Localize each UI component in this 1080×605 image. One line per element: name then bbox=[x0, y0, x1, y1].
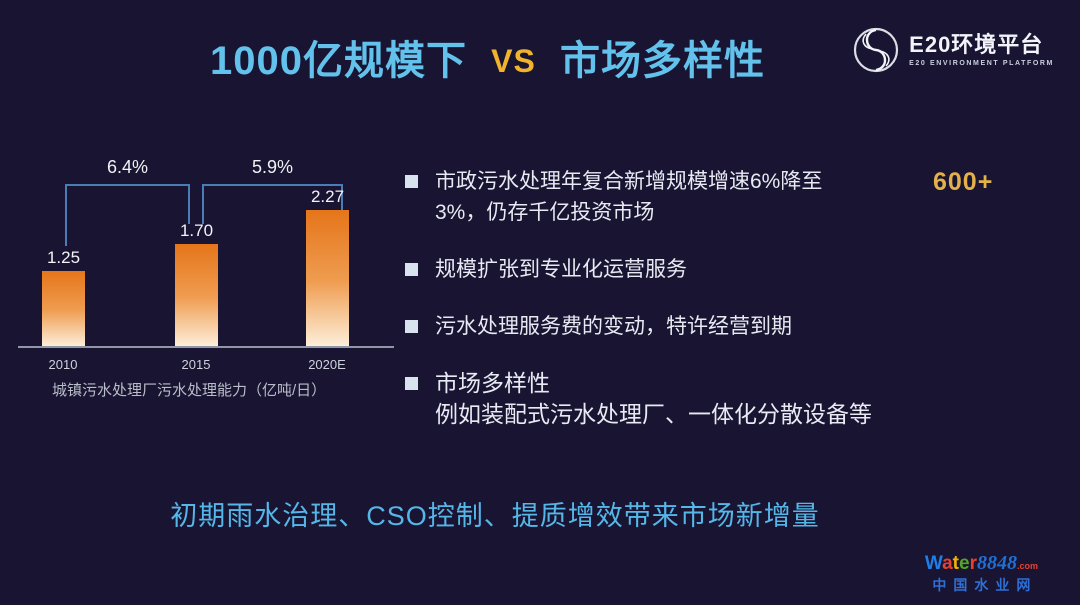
side-note-600plus: 600+ bbox=[933, 168, 994, 196]
e20-logo: E20环境平台 E20 ENVIRONMENT PLATFORM bbox=[852, 26, 1054, 74]
bullet-1-line-1: 市政污水处理年复合新增规模增速6%降至 bbox=[435, 170, 823, 193]
bullet-item-4: 市场多样性 例如装配式污水处理厂、一体化分散设备等 bbox=[405, 368, 990, 430]
footer-highlight-text: 初期雨水治理、CSO控制、提质增效带来市场新增量 bbox=[170, 501, 820, 531]
growth-bracket-1 bbox=[65, 184, 190, 186]
page-title: 1000亿规模下 VS 市场多样性 bbox=[0, 28, 1080, 86]
growth-rate-label-1: 6.4% bbox=[106, 157, 149, 177]
title-left: 1000亿规模下 bbox=[210, 39, 468, 83]
bullet-4-line-1: 市场多样性 bbox=[435, 370, 550, 396]
chart-caption: 城镇污水处理厂污水处理能力（亿吨/日） bbox=[52, 382, 327, 399]
e20-swirl-icon bbox=[854, 27, 899, 73]
x-tick-2015: 2015 bbox=[181, 357, 211, 372]
bullet-item-1: 市政污水处理年复合新增规模增速6%降至 3%，仍存千亿投资市场 bbox=[405, 166, 990, 228]
bar-2010: 1.25 bbox=[42, 248, 85, 346]
title-right: 市场多样性 bbox=[559, 39, 765, 83]
growth-bracket-1-right-leg bbox=[188, 184, 190, 224]
watermark-letter: e bbox=[959, 552, 970, 574]
watermark-letter: t bbox=[952, 552, 959, 574]
watermark-letter: W bbox=[924, 552, 943, 574]
x-tick-2020e: 2020E bbox=[308, 357, 346, 372]
square-bullet-icon bbox=[405, 175, 418, 188]
bar-2020e: 2.27 bbox=[306, 187, 349, 346]
growth-rate-label-2: 5.9% bbox=[251, 157, 294, 177]
watermark-wordmark: Water8848.com bbox=[925, 552, 1038, 575]
bullet-item-3: 污水处理服务费的变动，特许经营到期 bbox=[405, 311, 990, 342]
watermark-letter: a bbox=[942, 552, 953, 574]
bullet-4-line-2: 例如装配式污水处理厂、一体化分散设备等 bbox=[435, 401, 872, 427]
logo-subtitle: E20 ENVIRONMENT PLATFORM bbox=[909, 59, 1054, 67]
watermark-subtitle: 中国水业网 bbox=[932, 576, 1038, 593]
watermark-domain-suffix: .com bbox=[1016, 560, 1038, 571]
watermark-colored-letters: Water bbox=[925, 553, 977, 574]
square-bullet-icon bbox=[405, 377, 418, 390]
growth-bracket-1-left-leg bbox=[65, 184, 67, 246]
bar-rect bbox=[42, 271, 85, 346]
logo-title: E20环境平台 bbox=[909, 31, 1044, 57]
bar-value-label: 1.70 bbox=[179, 221, 214, 240]
bar-rect bbox=[306, 210, 349, 346]
square-bullet-icon bbox=[405, 263, 418, 276]
x-tick-2010: 2010 bbox=[48, 357, 78, 372]
square-bullet-icon bbox=[405, 320, 418, 333]
logo-text: E20环境平台 E20 ENVIRONMENT PLATFORM bbox=[909, 31, 1054, 67]
x-axis-line bbox=[18, 346, 394, 348]
bullet-1-line-2: 3%，仍存千亿投资市场 bbox=[435, 201, 655, 224]
growth-bracket-2-right-leg bbox=[341, 184, 343, 210]
bullet-3-line-1: 污水处理服务费的变动，特许经营到期 bbox=[435, 315, 792, 338]
watermark-letter: r bbox=[969, 552, 977, 574]
growth-bracket-2 bbox=[202, 184, 343, 186]
water8848-watermark: Water8848.com 中国水业网 bbox=[925, 552, 1038, 593]
bar-rect bbox=[175, 244, 218, 346]
bar-chart: 6.4% 5.9% 1.25 1.70 2.27 2010 2015 2020E… bbox=[18, 155, 394, 405]
bullet-item-2: 规模扩张到专业化运营服务 bbox=[405, 254, 990, 285]
bullet-2-line-1: 规模扩张到专业化运营服务 bbox=[435, 258, 687, 281]
bar-2015: 1.70 bbox=[175, 221, 218, 346]
title-vs: VS bbox=[491, 43, 536, 79]
watermark-number: 8848 bbox=[976, 551, 1017, 574]
bullet-list: 市政污水处理年复合新增规模增速6%降至 3%，仍存千亿投资市场 规模扩张到专业化… bbox=[405, 166, 990, 456]
growth-bracket-2-left-leg bbox=[202, 184, 204, 224]
bar-value-label: 1.25 bbox=[46, 248, 81, 267]
bar-value-label: 2.27 bbox=[310, 187, 345, 206]
